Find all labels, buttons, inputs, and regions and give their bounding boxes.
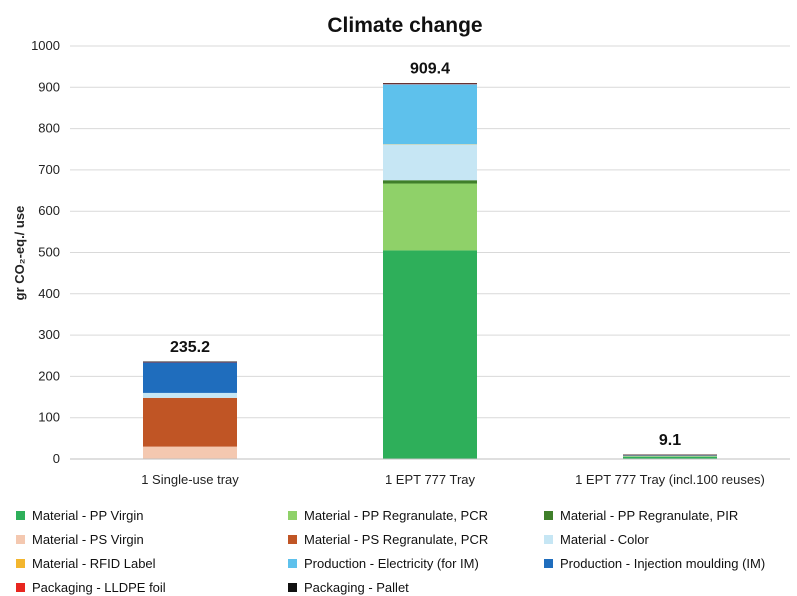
legend-swatch xyxy=(288,582,297,592)
bar-segment xyxy=(623,455,717,457)
legend-item: Material - Color xyxy=(544,530,649,548)
legend-label: Material - PP Regranulate, PCR xyxy=(304,507,489,523)
bar-stack xyxy=(383,83,477,459)
y-axis: 0 100 200 300 400 500 600 700 800 900 1000 xyxy=(31,38,60,466)
bar-segment xyxy=(383,180,477,184)
bar-segment xyxy=(143,392,237,398)
legend-item: Material - RFID Label xyxy=(16,554,156,572)
legend-label: Material - PS Regranulate, PCR xyxy=(304,531,489,547)
legend-swatch xyxy=(544,558,553,568)
legend-swatch xyxy=(16,558,25,568)
x-category-label: 1 EPT 777 Tray (incl.100 reuses) xyxy=(575,472,765,487)
bar-segment xyxy=(383,83,477,84)
legend-swatch xyxy=(16,534,25,544)
y-tick-label: 400 xyxy=(38,286,60,301)
y-tick-label: 100 xyxy=(38,410,60,425)
legend-label: Packaging - LLDPE foil xyxy=(32,579,166,595)
y-tick-label: 300 xyxy=(38,327,60,342)
legend-swatch xyxy=(16,510,25,520)
x-category-label: 1 EPT 777 Tray xyxy=(385,472,476,487)
y-tick-label: 600 xyxy=(38,203,60,218)
bar-segment xyxy=(623,456,717,459)
legend-item: Packaging - Pallet xyxy=(288,578,409,596)
legend-item: Material - PS Regranulate, PCR xyxy=(288,530,488,548)
bar-segment xyxy=(143,361,237,363)
legend-item: Material - PP Regranulate, PIR xyxy=(544,506,738,524)
legend-swatch xyxy=(288,558,297,568)
bar-total-label: 909.4 xyxy=(410,60,450,77)
y-tick-label: 0 xyxy=(53,451,60,466)
bar-segment xyxy=(143,397,237,447)
legend-label: Material - PP Virgin xyxy=(32,507,144,523)
chart-title: Climate change xyxy=(327,14,482,37)
y-tick-label: 500 xyxy=(38,245,60,260)
bar-segment xyxy=(383,83,477,85)
legend-label: Material - PP Regranulate, PIR xyxy=(560,507,739,523)
legend-item: Material - PP Virgin xyxy=(16,506,144,524)
legend-label: Production - Injection moulding (IM) xyxy=(560,555,766,571)
x-category-label: 1 Single-use tray xyxy=(141,472,239,487)
y-tick-label: 700 xyxy=(38,162,60,177)
bar-segment xyxy=(383,144,477,181)
legend-item: Production - Injection moulding (IM) xyxy=(544,554,765,572)
y-tick-label: 200 xyxy=(38,368,60,383)
y-axis-label: gr CO₂-eq./ use xyxy=(12,206,27,301)
bar-segment xyxy=(143,446,237,459)
legend-swatch xyxy=(544,510,553,520)
legend-label: Production - Electricity (for IM) xyxy=(304,555,479,571)
bar-total-label: 235.2 xyxy=(170,339,210,356)
x-axis: 1 Single-use tray 1 EPT 777 Tray 1 EPT 777… xyxy=(70,458,790,487)
bar-segment xyxy=(143,362,237,393)
legend-item: Material - PP Regranulate, PCR xyxy=(288,506,488,524)
bar-segment xyxy=(623,454,717,456)
bar-stacks xyxy=(143,83,717,459)
legend-item: Packaging - LLDPE foil xyxy=(16,578,166,596)
legend-label: Material - PS Virgin xyxy=(32,531,144,547)
legend-item: Material - PS Virgin xyxy=(16,530,144,548)
bar-segment xyxy=(623,456,717,457)
bar-stack xyxy=(143,361,237,459)
legend-swatch xyxy=(544,534,553,544)
legend-swatch xyxy=(288,534,297,544)
y-tick-label: 1000 xyxy=(31,38,60,53)
bar-segment xyxy=(383,250,477,459)
legend-swatch xyxy=(288,510,297,520)
legend-label: Material - Color xyxy=(560,531,649,547)
legend-label: Material - RFID Label xyxy=(32,555,156,571)
y-tick-label: 800 xyxy=(38,121,60,136)
legend-swatch xyxy=(16,582,25,592)
legend-item: Production - Electricity (for IM) xyxy=(288,554,479,572)
bar-total-label: 9.1 xyxy=(659,432,681,449)
bar-segment xyxy=(623,455,717,456)
y-tick-label: 900 xyxy=(38,79,60,94)
bar-stack xyxy=(623,454,717,459)
bar-segment xyxy=(383,84,477,145)
bar-segment xyxy=(383,183,477,251)
legend-label: Packaging - Pallet xyxy=(304,579,409,595)
total-labels: 235.2 909.4 9.1 xyxy=(170,60,681,449)
